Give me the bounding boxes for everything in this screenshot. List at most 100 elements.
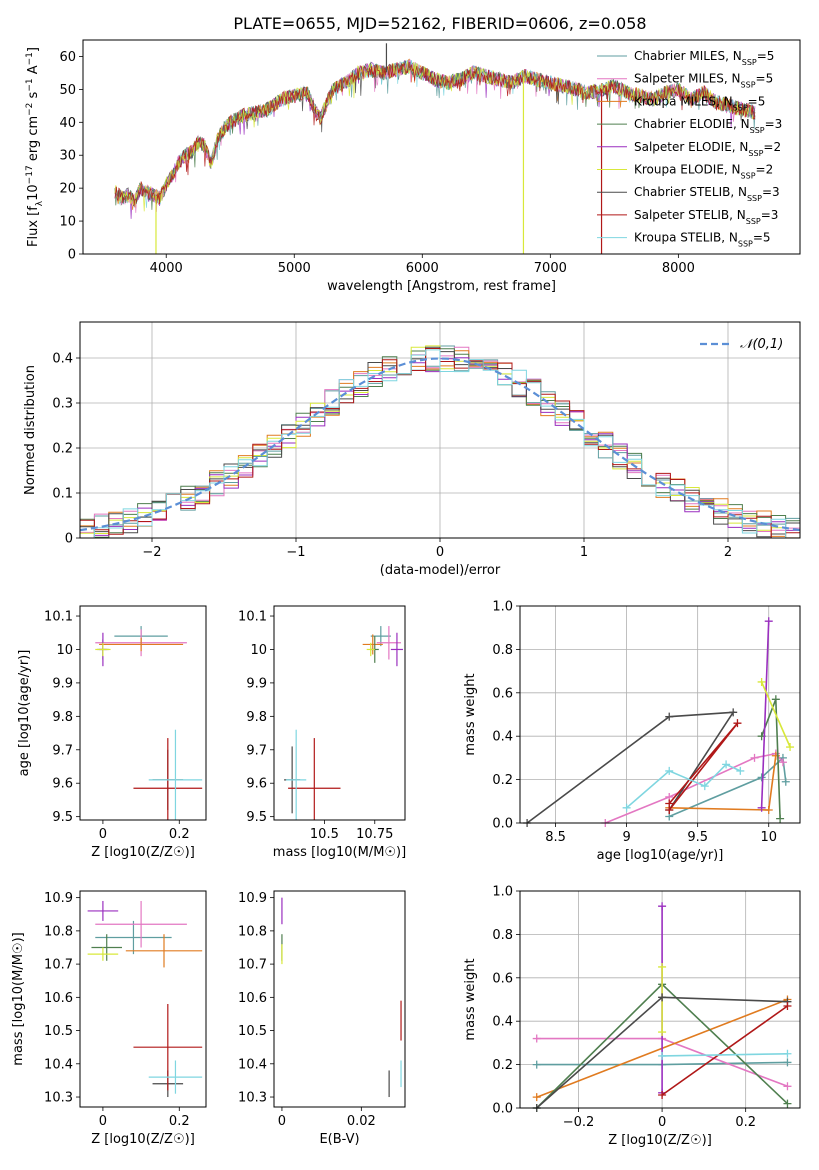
legend-label: Salpeter STELIB, NSSP=3 [634, 208, 778, 226]
y-tick-label: 0 [68, 248, 76, 263]
y-tick-label: 10.7 [238, 958, 267, 973]
mass-weight-marker [733, 719, 742, 728]
y-tick-label: 9.6 [52, 777, 73, 792]
axes-frame [82, 39, 801, 255]
mass-weight-marker [764, 617, 773, 626]
mass-weight-marker [736, 766, 745, 775]
age-vs-Z-panel: 0 0.2 9.5 9.6 9.7 9.8 9.9 10 10.1 Z [log10(Z/Z☉)]… [17, 605, 207, 860]
weight-vs-age-panel: 8.5 9 9.5 10 0.0 0.2 0.4 0.6 0.8 1.0 age [log10(ag… [463, 600, 801, 863]
mass-weight-marker [783, 1082, 792, 1091]
y-tick-label: 0.4 [492, 1015, 513, 1030]
y-tick-label: 1.0 [492, 600, 513, 615]
mass-weight-marker [658, 1090, 667, 1099]
mass-weight-series-6 [526, 711, 735, 823]
y-tick-label: 10.9 [44, 891, 73, 906]
x-tick-label: −0.2 [563, 1115, 595, 1130]
mass-weight-marker [757, 773, 766, 782]
mass-weight-marker [729, 708, 738, 717]
mass-weight-marker [658, 1028, 667, 1037]
x-axis-label: Z [log10(Z/Z☉)] [91, 1132, 195, 1147]
residual-histogram-8 [80, 349, 800, 538]
x-tick-label: 0 [658, 1115, 666, 1130]
y-tick-label: 10.8 [238, 924, 267, 939]
y-tick-label: 0.2 [52, 442, 73, 457]
x-tick-label: 0.02 [347, 1114, 376, 1129]
y-tick-label: 0.6 [492, 686, 513, 701]
mass-weight-marker [750, 753, 759, 762]
y-tick-label: 10.4 [238, 1057, 267, 1072]
mass-weight-marker [722, 760, 731, 769]
x-tick-label: 0 [99, 827, 107, 842]
y-tick-label: 10.3 [44, 1091, 73, 1106]
y-tick-label: 0 [65, 532, 73, 547]
axes-frame [519, 605, 801, 824]
x-axis-label: Z [log10(Z/Z☉)] [608, 1133, 712, 1148]
legend-label: Kroupa MILES, NSSP=5 [634, 94, 765, 112]
mass-weight-marker [700, 782, 709, 791]
mass-weight-marker [776, 814, 785, 823]
figure-title: PLATE=0655, MJD=52162, FIBERID=0606, z=0… [233, 14, 646, 33]
mass-weight-marker [622, 803, 631, 812]
x-tick-label: 5000 [278, 261, 311, 276]
x-axis-label: Z [log10(Z/Z☉)] [91, 845, 195, 860]
x-tick-label: 2 [724, 545, 732, 560]
x-tick-label: 10.75 [356, 827, 393, 842]
y-axis-label: Flux [fλ10−17 erg cm−2 s−1 A−1] [25, 47, 45, 247]
legend-label: 𝒩(0,1) [740, 337, 783, 352]
y-tick-label: 9.5 [246, 810, 267, 825]
axes-frame [273, 890, 406, 1108]
x-tick-label: 9 [622, 830, 630, 845]
y-axis-label: age [log10(age/yr)] [17, 650, 32, 777]
mass-weight-marker [786, 743, 795, 752]
y-tick-label: 10.8 [44, 924, 73, 939]
mass-weight-marker [532, 1093, 541, 1102]
axes-frame [79, 890, 207, 1108]
y-tick-label: 60 [59, 50, 76, 65]
x-tick-label: 0 [99, 1114, 107, 1129]
x-axis-label: age [log10(age/yr)] [597, 848, 724, 863]
x-tick-label: 1 [580, 545, 588, 560]
y-tick-label: 0.8 [492, 643, 513, 658]
y-tick-label: 10.9 [238, 891, 267, 906]
y-tick-label: 10.4 [44, 1057, 73, 1072]
y-tick-label: 9.6 [246, 777, 267, 792]
x-tick-label: 7000 [534, 261, 567, 276]
mass-weight-marker [658, 993, 667, 1002]
y-axis-label: Normed distribution [23, 365, 38, 495]
mass-weight-marker [778, 758, 787, 767]
mass-weight-marker [532, 1060, 541, 1069]
mass-weight-marker [771, 695, 780, 704]
mass-vs-ebv-panel: 0 0.02 10.3 10.4 10.5 10.6 10.7 10.8 10.9 E(B-V) [238, 890, 406, 1147]
y-tick-label: 0.0 [492, 817, 513, 832]
axes-frame [519, 890, 801, 1109]
x-tick-label: −1 [286, 545, 305, 560]
x-tick-label: 8.5 [545, 830, 566, 845]
mass-weight-marker [665, 766, 674, 775]
mass-weight-marker [665, 712, 674, 721]
y-tick-label: 0.0 [492, 1102, 513, 1117]
legend-label: Salpeter ELODIE, NSSP=2 [634, 140, 781, 158]
y-tick-label: 0.1 [52, 487, 73, 502]
y-tick-label: 10 [56, 643, 73, 658]
axes-frame [273, 605, 406, 821]
mass-weight-marker [757, 803, 766, 812]
y-tick-label: 10 [250, 643, 267, 658]
y-tick-label: 10.3 [238, 1091, 267, 1106]
mass-weight-series-4 [760, 621, 770, 808]
mass-weight-marker [658, 902, 667, 911]
normal-curve [80, 357, 800, 532]
y-tick-label: 10.5 [44, 1024, 73, 1039]
x-tick-label: 8000 [662, 261, 695, 276]
y-tick-label: 50 [59, 83, 76, 98]
x-tick-label: 10.5 [310, 827, 339, 842]
y-tick-label: 0.2 [492, 773, 513, 788]
y-tick-label: 0.8 [492, 928, 513, 943]
y-tick-label: 9.9 [52, 676, 73, 691]
mass-vs-Z-panel: 0 0.2 10.3 10.4 10.5 10.6 10.7 10.8 10.9 Z [log10… [11, 890, 207, 1147]
y-tick-label: 1.0 [492, 885, 513, 900]
y-tick-label: 20 [59, 182, 76, 197]
mass-weight-marker [658, 1051, 667, 1060]
y-tick-label: 10.6 [44, 991, 73, 1006]
y-tick-label: 10.5 [238, 1024, 267, 1039]
